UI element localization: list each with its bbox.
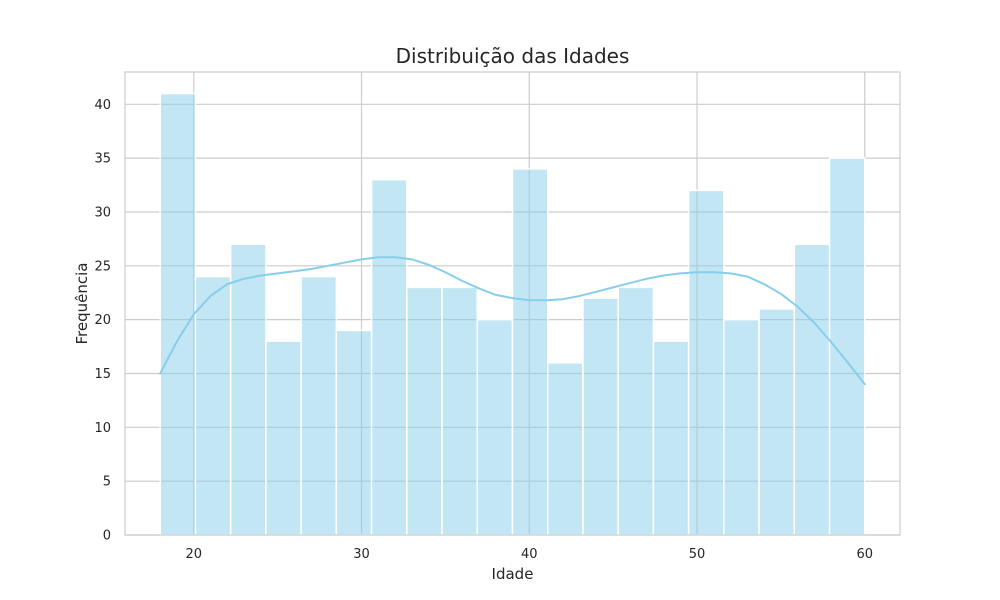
- histogram-bar-18: [793, 243, 831, 536]
- histogram-bar-3: [265, 340, 302, 536]
- histogram-bar-7: [406, 286, 443, 536]
- histogram-bar-2: [229, 243, 267, 536]
- kde-layer: [159, 256, 866, 386]
- y-tick-label-7: 35: [94, 152, 111, 167]
- y-tick-labels: 0 5 10 15 20 25 30 35 40: [94, 98, 111, 544]
- histogram-bar-14: [652, 340, 690, 536]
- x-axis-label: Idade: [492, 565, 534, 583]
- histogram-bar-11: [546, 361, 584, 536]
- axes-frame: [124, 71, 901, 536]
- histogram-bar-10: [511, 168, 549, 536]
- x-tick-label-4: 60: [856, 547, 873, 562]
- histogram-bar-8: [441, 286, 479, 536]
- y-axis-label: Frequência: [73, 263, 91, 345]
- histogram-bar-15: [687, 189, 725, 536]
- histogram-bar-17: [758, 308, 796, 536]
- histogram-bar-12: [582, 297, 619, 536]
- histogram-bar-16: [723, 318, 760, 536]
- y-tick-label-3: 15: [94, 367, 111, 382]
- y-tick-label-5: 25: [94, 259, 111, 274]
- x-tick-label-1: 30: [353, 547, 370, 562]
- histogram-bar-13: [617, 286, 655, 536]
- x-tick-labels: 20 30 40 50 60: [186, 547, 874, 562]
- bars-layer: [159, 92, 866, 536]
- histogram-bar-9: [476, 318, 514, 536]
- y-tick-label-1: 5: [103, 475, 111, 490]
- y-tick-label-8: 40: [94, 98, 111, 113]
- x-tick-label-0: 20: [186, 547, 203, 562]
- x-tick-label-3: 50: [689, 547, 706, 562]
- y-tick-label-0: 0: [103, 529, 111, 544]
- histogram-bar-4: [300, 275, 338, 536]
- histogram-bar-0: [159, 92, 197, 536]
- chart-title: Distribuição das Idades: [396, 44, 630, 68]
- y-tick-label-6: 30: [94, 205, 111, 220]
- histogram-bar-5: [335, 329, 373, 536]
- y-tick-label-4: 20: [94, 313, 111, 328]
- kde-curve: [159, 256, 866, 386]
- histogram-bar-6: [370, 178, 408, 536]
- y-tick-label-2: 10: [94, 421, 111, 436]
- histogram-bar-1: [194, 275, 232, 536]
- x-tick-label-2: 40: [521, 547, 538, 562]
